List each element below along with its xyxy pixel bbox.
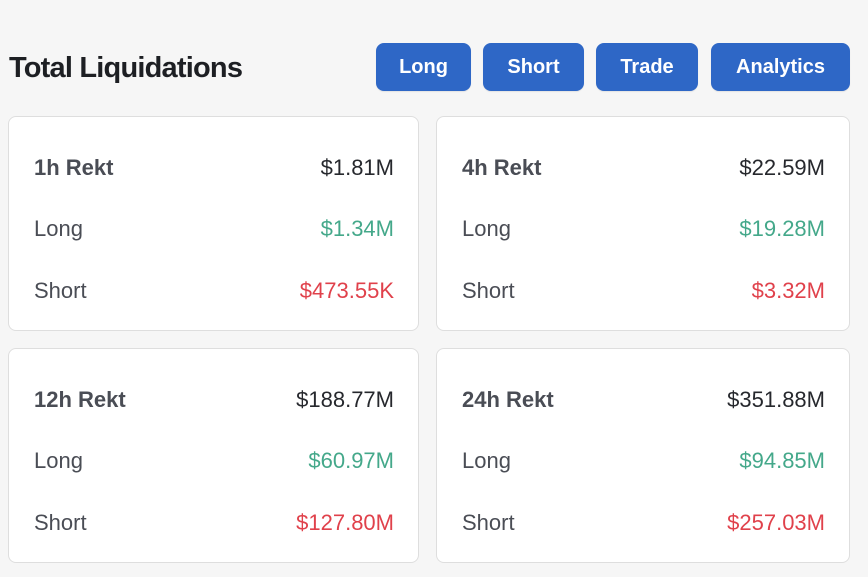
long-liquidation-value: $19.28M <box>739 216 825 241</box>
total-liquidation-value: $22.59M <box>739 155 825 180</box>
short-label: Short <box>34 278 87 303</box>
long-button[interactable]: Long <box>376 43 471 91</box>
liquidation-card-4h: 4h Rekt $22.59M Long $19.28M Short $3.32… <box>436 116 850 331</box>
short-button[interactable]: Short <box>483 43 584 91</box>
liquidation-card-1h: 1h Rekt $1.81M Long $1.34M Short $473.55… <box>8 116 419 331</box>
card-short-row: Short $3.32M <box>462 276 825 306</box>
short-label: Short <box>462 510 515 535</box>
total-liquidation-value: $1.81M <box>320 155 394 180</box>
trade-button[interactable]: Trade <box>596 43 698 91</box>
liquidation-card-12h: 12h Rekt $188.77M Long $60.97M Short $12… <box>8 348 419 563</box>
long-label: Long <box>34 448 83 473</box>
long-label: Long <box>462 216 511 241</box>
total-liquidation-value: $188.77M <box>296 387 394 412</box>
liquidation-card-24h: 24h Rekt $351.88M Long $94.85M Short $25… <box>436 348 850 563</box>
card-total-row: 12h Rekt $188.77M <box>34 385 394 415</box>
long-liquidation-value: $94.85M <box>739 448 825 473</box>
long-liquidation-value: $60.97M <box>308 448 394 473</box>
page-header: Total Liquidations Long Short Trade Anal… <box>0 0 868 112</box>
page-title: Total Liquidations <box>9 52 243 84</box>
short-liquidation-value: $473.55K <box>299 278 394 303</box>
short-liquidation-value: $257.03M <box>727 510 825 535</box>
card-long-row: Long $19.28M <box>462 214 825 244</box>
total-liquidation-value: $351.88M <box>727 387 825 412</box>
long-liquidation-value: $1.34M <box>320 216 394 241</box>
short-label: Short <box>462 278 515 303</box>
card-long-row: Long $1.34M <box>34 214 394 244</box>
long-label: Long <box>462 448 511 473</box>
card-title: 4h Rekt <box>462 155 542 180</box>
card-total-row: 1h Rekt $1.81M <box>34 153 394 183</box>
card-title: 1h Rekt <box>34 155 114 180</box>
analytics-button[interactable]: Analytics <box>711 43 850 91</box>
card-long-row: Long $94.85M <box>462 446 825 476</box>
card-short-row: Short $257.03M <box>462 508 825 538</box>
card-title: 12h Rekt <box>34 387 126 412</box>
card-total-row: 24h Rekt $351.88M <box>462 385 825 415</box>
card-total-row: 4h Rekt $22.59M <box>462 153 825 183</box>
card-long-row: Long $60.97M <box>34 446 394 476</box>
short-liquidation-value: $3.32M <box>751 278 825 303</box>
card-short-row: Short $127.80M <box>34 508 394 538</box>
long-label: Long <box>34 216 83 241</box>
card-short-row: Short $473.55K <box>34 276 394 306</box>
card-title: 24h Rekt <box>462 387 554 412</box>
short-label: Short <box>34 510 87 535</box>
short-liquidation-value: $127.80M <box>296 510 394 535</box>
